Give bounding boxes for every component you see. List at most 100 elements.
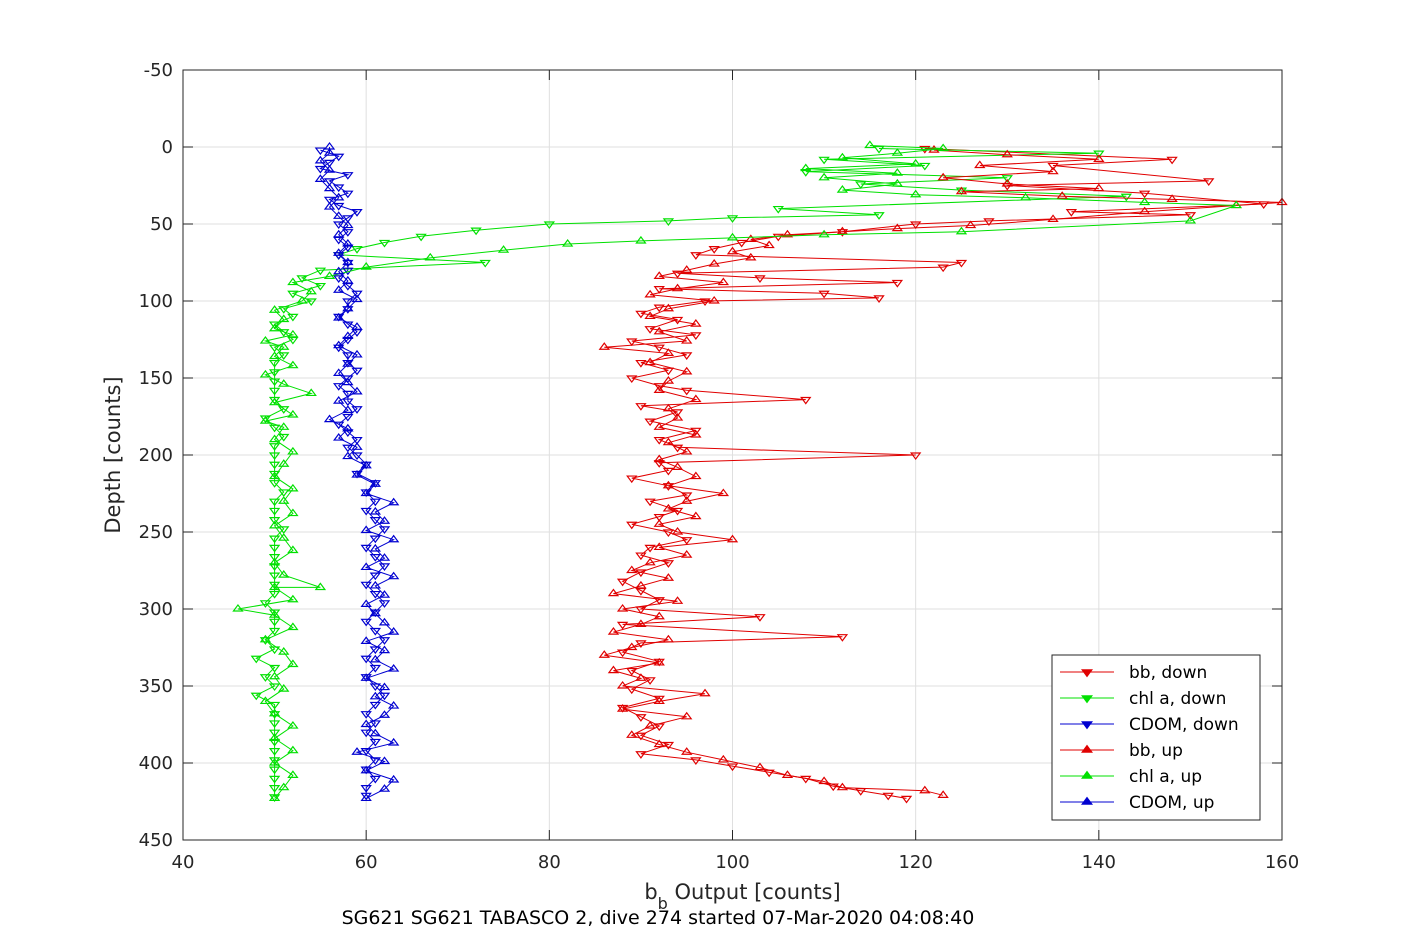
data-point: [259, 696, 272, 705]
data-point: [635, 619, 647, 628]
data-point: [662, 529, 675, 538]
tick-layer: 40 60 80 100 120 140 160 -50 0 50 100 150 200 250 300 3…: [139, 60, 1300, 873]
data-point: [268, 708, 281, 717]
data-point: [323, 196, 336, 205]
data-point: [360, 785, 372, 793]
data-point: [360, 507, 372, 516]
data-point: [598, 342, 610, 350]
data-point: [259, 415, 272, 424]
data-point: [387, 774, 400, 783]
data-point: [635, 714, 647, 722]
data-point: [836, 185, 849, 193]
data-point: [268, 775, 281, 784]
data-point: [1120, 193, 1133, 202]
data-point: [644, 677, 656, 685]
data-point: [662, 348, 675, 356]
data-point: [314, 582, 327, 591]
data-point: [342, 275, 354, 284]
data-point: [369, 738, 382, 747]
data-point: [342, 244, 354, 253]
legend-item: bb, down: [1060, 663, 1207, 683]
x-axis-label: bb Output [counts]: [644, 880, 840, 913]
data-point: [653, 436, 665, 445]
legend-marker: [1081, 695, 1093, 704]
data-point: [690, 429, 702, 438]
data-point: [296, 295, 308, 304]
data-point: [644, 418, 656, 427]
data-point: [644, 326, 656, 334]
legend-label: chl a, down: [1129, 689, 1226, 709]
data-point: [360, 655, 372, 664]
y-tick-label: 350: [139, 676, 173, 697]
chart-subtitle: SG621 SG621 TABASCO 2, dive 274 started …: [342, 907, 975, 929]
data-point: [818, 156, 830, 165]
data-point: [287, 446, 299, 455]
y-tick-label: 0: [162, 137, 173, 158]
data-point: [360, 636, 372, 644]
data-point: [369, 479, 382, 487]
data-point: [937, 172, 949, 181]
x-axis-label-rest: Output [counts]: [668, 880, 841, 904]
data-point: [855, 181, 867, 190]
data-point: [1056, 191, 1068, 199]
data-point: [616, 680, 629, 689]
data-point: [635, 640, 647, 648]
data-point: [543, 221, 556, 230]
data-point: [351, 406, 363, 414]
data-point: [250, 655, 262, 664]
data-point: [415, 233, 427, 242]
data-point: [369, 627, 382, 636]
data-point: [1047, 162, 1059, 171]
data-point: [351, 469, 363, 478]
data-point: [644, 357, 656, 366]
data-point: [342, 444, 354, 453]
data-point: [387, 571, 400, 580]
data-point: [342, 215, 354, 223]
data-point: [268, 517, 281, 525]
data-point: [653, 611, 665, 620]
data-point: [653, 344, 665, 353]
y-tick-label: 300: [139, 599, 173, 620]
data-point: [333, 184, 345, 193]
data-point: [626, 475, 638, 484]
data-point: [387, 664, 400, 672]
data-point: [305, 388, 317, 397]
data-point: [644, 720, 656, 729]
data-point: [644, 498, 656, 507]
data-point: [268, 480, 281, 488]
data-point: [1093, 150, 1105, 159]
legend-label: CDOM, down: [1129, 715, 1239, 735]
legend-item: bb, up: [1060, 741, 1183, 761]
data-point: [323, 271, 336, 279]
data-point: [873, 212, 885, 220]
data-point: [278, 352, 290, 360]
legend-label: bb, down: [1129, 663, 1207, 683]
legend-label: CDOM, up: [1129, 793, 1214, 813]
data-point: [268, 610, 281, 618]
data-point: [653, 422, 665, 430]
data-point: [836, 152, 849, 161]
data-point: [351, 452, 363, 461]
data-point: [268, 785, 281, 793]
data-point: [360, 793, 372, 802]
data-point: [360, 719, 372, 728]
data-point: [369, 701, 382, 710]
data-point: [800, 396, 812, 405]
data-point: [333, 153, 345, 162]
data-point: [314, 267, 327, 276]
data-point: [754, 762, 766, 771]
data-point: [937, 790, 949, 798]
data-point: [360, 460, 372, 469]
data-point: [268, 544, 281, 553]
data-point: [818, 290, 830, 299]
data-point: [259, 335, 272, 344]
data-point: [662, 480, 675, 489]
data-point: [726, 534, 739, 543]
data-point: [268, 520, 281, 529]
data-point: [342, 306, 354, 314]
data-point: [635, 552, 647, 561]
data-point: [635, 359, 647, 368]
data-point: [278, 647, 290, 655]
data-point: [1001, 178, 1013, 187]
data-point: [333, 266, 345, 275]
